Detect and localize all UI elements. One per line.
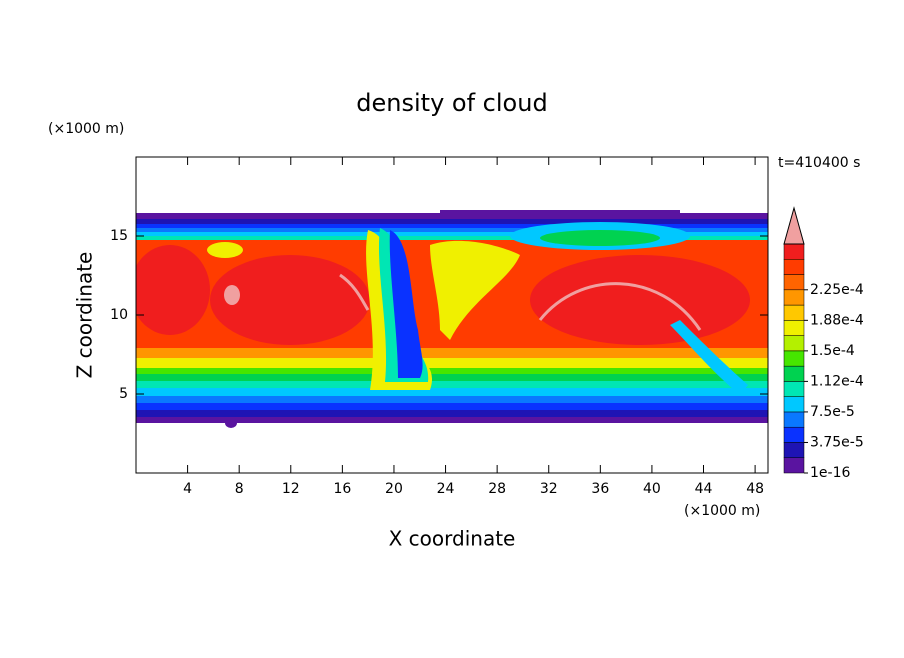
field-arc bbox=[339, 273, 370, 311]
field bbox=[136, 210, 768, 428]
x-unit: (×1000 m) bbox=[684, 503, 760, 519]
colorbar-swatch bbox=[783, 335, 805, 352]
x-tick-label: 44 bbox=[695, 481, 713, 497]
colorbar-swatch bbox=[783, 243, 805, 260]
colorbar-swatch bbox=[783, 411, 805, 428]
time-label: t=410400 s bbox=[778, 155, 860, 171]
colorbar-label: 1e-16 bbox=[810, 465, 850, 481]
colorbar-swatch bbox=[783, 426, 805, 443]
x-tick-label: 4 bbox=[183, 481, 192, 497]
colorbar-overflow bbox=[783, 206, 805, 245]
y-tick-label: 15 bbox=[110, 228, 128, 244]
colorbar-swatch bbox=[783, 365, 805, 382]
colorbar-swatch bbox=[783, 304, 805, 321]
x-tick-label: 40 bbox=[643, 481, 661, 497]
x-tick-label: 32 bbox=[540, 481, 558, 497]
colorbar-swatch bbox=[783, 320, 805, 336]
colorbar-label: 3.75e-5 bbox=[810, 434, 864, 450]
x-tick-label: 48 bbox=[746, 481, 764, 497]
y-tick-label: 5 bbox=[119, 386, 128, 402]
field-blob bbox=[430, 240, 520, 340]
colorbar-swatch bbox=[783, 259, 805, 275]
colorbar-swatch bbox=[783, 457, 805, 474]
colorbar-swatch bbox=[783, 442, 805, 458]
colorbar-label: 1.5e-4 bbox=[810, 343, 855, 359]
field-blob bbox=[670, 320, 748, 395]
x-axis-label: X coordinate bbox=[389, 527, 516, 551]
field-blob bbox=[136, 245, 210, 335]
y-axis-label: Z coordinate bbox=[73, 252, 97, 379]
field-arc bbox=[538, 282, 702, 331]
colorbar-swatch bbox=[783, 381, 805, 397]
field-blob bbox=[389, 230, 423, 378]
colorbar-label: 7.5e-5 bbox=[810, 404, 855, 420]
colorbar-swatch bbox=[783, 274, 805, 291]
colorbar-swatch bbox=[783, 289, 805, 306]
colorbar-label: 1.88e-4 bbox=[810, 312, 864, 328]
colorbar-swatch bbox=[783, 350, 805, 367]
x-tick-label: 20 bbox=[385, 481, 403, 497]
field-band bbox=[440, 210, 680, 220]
x-tick-label: 16 bbox=[333, 481, 351, 497]
field-blob bbox=[207, 242, 243, 258]
x-tick-label: 28 bbox=[488, 481, 506, 497]
field-blob bbox=[210, 255, 370, 345]
field-blob bbox=[540, 230, 660, 246]
field-band bbox=[225, 418, 237, 428]
x-tick-label: 24 bbox=[437, 481, 455, 497]
colorbar-label: 1.12e-4 bbox=[810, 373, 864, 389]
field-blob bbox=[224, 285, 240, 305]
y-tick-label: 10 bbox=[110, 307, 128, 323]
x-tick-label: 12 bbox=[282, 481, 300, 497]
y-unit: (×1000 m) bbox=[48, 121, 124, 137]
chart-title: density of cloud bbox=[356, 89, 547, 117]
colorbar-label: 2.25e-4 bbox=[810, 282, 864, 298]
colorbar-swatch bbox=[783, 396, 805, 413]
x-tick-label: 8 bbox=[235, 481, 244, 497]
x-tick-label: 36 bbox=[591, 481, 609, 497]
